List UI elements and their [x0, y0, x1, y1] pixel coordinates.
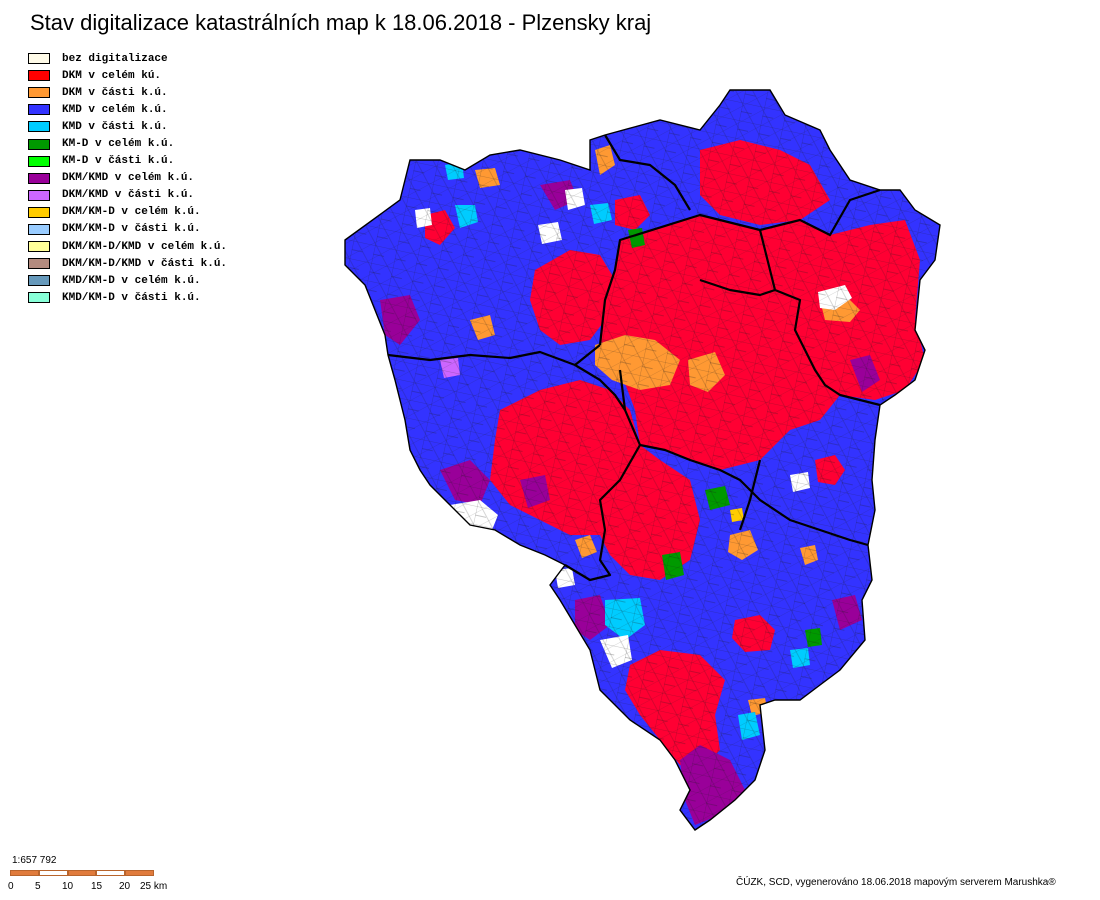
- scale-bar: [10, 870, 154, 876]
- legend-label: KMD v části k.ú.: [62, 120, 168, 133]
- legend-swatch: [28, 53, 50, 65]
- legend-item-dkm-kmd-casti: DKM/KMD v části k.ú.: [28, 187, 227, 204]
- legend-item-dkm-km-d-kmd-casti: DKM/KM-D/KMD v části k.ú.: [28, 255, 227, 272]
- legend-swatch: [28, 121, 50, 133]
- legend-item-kmd-d-celem: KM-D v celém k.ú.: [28, 135, 227, 152]
- legend-swatch: [28, 223, 50, 235]
- scale-segment: [125, 870, 154, 876]
- region-map[interactable]: [330, 80, 950, 840]
- scale-tick: 15: [91, 881, 103, 892]
- scale-tick: 10: [62, 881, 74, 892]
- scale-tick: 0: [8, 881, 14, 892]
- legend-label: KMD/KM-D v celém k.ú.: [62, 274, 201, 287]
- legend-item-dkm-kmd-celem: DKM/KMD v celém k.ú.: [28, 170, 227, 187]
- legend-swatch: [28, 172, 50, 184]
- legend-swatch: [28, 104, 50, 116]
- legend-item-kmd-casti: KMD v části k.ú.: [28, 118, 227, 135]
- legend-swatch: [28, 189, 50, 201]
- legend-swatch: [28, 258, 50, 270]
- legend-label: DKM/KM-D/KMD v celém k.ú.: [62, 240, 228, 253]
- legend-label: KM-D v celém k.ú.: [62, 138, 175, 151]
- legend-item-kmd-celem: KMD v celém k.ú.: [28, 101, 227, 118]
- scale-segment: [67, 870, 97, 876]
- legend-item-dkm-km-d-kmd-celem: DKM/KM-D/KMD v celém k.ú.: [28, 238, 227, 255]
- scale-tick: 20: [119, 881, 131, 892]
- legend-swatch: [28, 155, 50, 167]
- legend-item-km-d-casti: KM-D v části k.ú.: [28, 153, 227, 170]
- legend-label: KM-D v části k.ú.: [62, 155, 175, 168]
- legend-label: DKM/KMD v celém k.ú.: [62, 172, 195, 185]
- scale-ratio: 1:657 792: [12, 855, 57, 866]
- legend-item-dkm-celem: DKM v celém kú.: [28, 67, 227, 84]
- map-title: Stav digitalizace katastrálních map k 18…: [30, 10, 652, 35]
- legend-swatch: [28, 241, 50, 253]
- scale-tick: 5: [35, 881, 41, 892]
- legend-item-kmd-km-d-casti: KMD/KM-D v části k.ú.: [28, 289, 227, 306]
- legend-swatch: [28, 275, 50, 287]
- legend-item-dkm-km-d-casti: DKM/KM-D v části k.ú.: [28, 221, 227, 238]
- legend-label: DKM/KMD v části k.ú.: [62, 189, 195, 202]
- legend-label: KMD v celém k.ú.: [62, 103, 168, 116]
- legend-item-bez-digitalizace: bez digitalizace: [28, 50, 227, 67]
- legend-label: DKM/KM-D/KMD v části k.ú.: [62, 257, 228, 270]
- scale-segment: [96, 870, 126, 876]
- legend-swatch: [28, 138, 50, 150]
- legend-swatch: [28, 87, 50, 99]
- scale-segment: [38, 870, 68, 876]
- district-boundaries: [387, 134, 881, 582]
- map-legend: bez digitalizace DKM v celém kú. DKM v č…: [28, 50, 227, 306]
- legend-item-dkm-casti: DKM v části k.ú.: [28, 84, 227, 101]
- legend-label: DKM/KM-D v části k.ú.: [62, 223, 201, 236]
- scale-segment: [10, 870, 39, 876]
- legend-label: KMD/KM-D v části k.ú.: [62, 291, 201, 304]
- legend-label: DKM/KM-D v celém k.ú.: [62, 206, 201, 219]
- legend-swatch: [28, 206, 50, 218]
- legend-item-dkm-km-d-celem: DKM/KM-D v celém k.ú.: [28, 204, 227, 221]
- legend-swatch: [28, 292, 50, 304]
- map-credit: ČÚZK, SCD, vygenerováno 18.06.2018 mapov…: [736, 877, 1056, 888]
- scale-tick: 25 km: [140, 881, 168, 892]
- legend-item-kmd-km-d-celem: KMD/KM-D v celém k.ú.: [28, 272, 227, 289]
- legend-label: DKM v části k.ú.: [62, 86, 168, 99]
- legend-label: bez digitalizace: [62, 52, 168, 65]
- legend-label: DKM v celém kú.: [62, 69, 162, 82]
- legend-swatch: [28, 70, 50, 82]
- region-outline: [344, 89, 941, 831]
